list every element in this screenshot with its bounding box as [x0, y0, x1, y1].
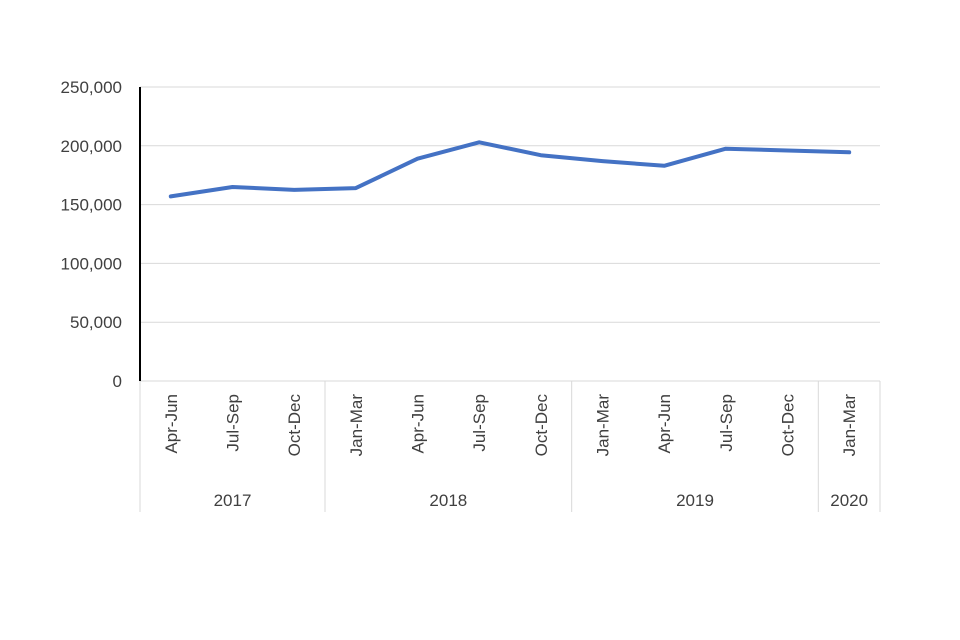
y-tick-label: 100,000	[61, 254, 122, 273]
group-label: 2020	[830, 491, 868, 510]
x-tick-label: Jan-Mar	[594, 394, 613, 457]
x-tick-label: Jan-Mar	[347, 394, 366, 457]
gridlines	[140, 86, 880, 382]
x-tick-label: Jan-Mar	[840, 394, 859, 457]
y-tick-label: 0	[113, 372, 122, 391]
x-tick-label: Apr-Jun	[162, 394, 181, 454]
y-tick-label: 150,000	[61, 196, 122, 215]
group-label: 2017	[214, 491, 252, 510]
x-tick-label: Oct-Dec	[779, 394, 798, 457]
group-label: 2018	[429, 491, 467, 510]
group-label: 2019	[676, 491, 714, 510]
y-tick-label: 200,000	[61, 137, 122, 156]
x-tick-label: Jul-Sep	[224, 394, 243, 452]
y-axis-ticks: 0 50,000 100,000 150,000 200,000 250,000	[61, 78, 122, 391]
series-layer	[168, 140, 852, 199]
y-tick-label: 50,000	[70, 313, 122, 332]
x-tick-label: Oct-Dec	[532, 394, 551, 457]
group-separators	[139, 381, 881, 512]
x-tick-label: Apr-Jun	[655, 394, 674, 454]
x-tick-label: Jul-Sep	[717, 394, 736, 452]
x-tick-label: Apr-Jun	[409, 394, 428, 454]
series-line	[168, 140, 852, 199]
y-tick-label: 250,000	[61, 78, 122, 97]
x-tick-label: Oct-Dec	[285, 394, 304, 457]
x-axis-ticks: Apr-Jun Jul-Sep Oct-Dec Jan-Mar Apr-Jun Jul-S…	[162, 394, 859, 457]
x-tick-label: Jul-Sep	[470, 394, 489, 452]
x-axis-groups: 2017 2018 2019 2020	[214, 491, 868, 510]
